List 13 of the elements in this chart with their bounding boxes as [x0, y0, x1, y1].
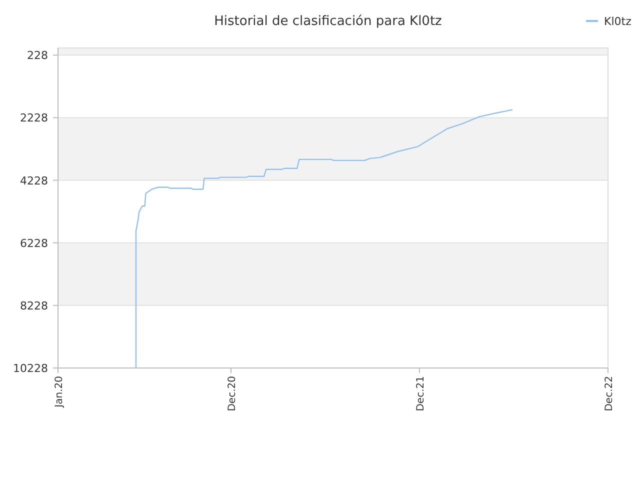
x-tick-label: Dec.20	[227, 376, 238, 412]
y-tick-label: 4228	[20, 174, 48, 188]
x-tick-label: Dec.22	[604, 376, 615, 412]
chart-title: Historial de clasificación para Kl0tz	[214, 14, 442, 29]
y-tick-label: 8228	[20, 299, 48, 312]
legend-label: Kl0tz	[604, 15, 632, 28]
x-tick-label: Jan.20	[54, 376, 65, 408]
y-tick-label: 6228	[20, 236, 48, 250]
y-tick-label: 228	[27, 49, 48, 62]
y-tick-label: 10228	[13, 362, 48, 375]
y-tick-label: 2228	[20, 112, 48, 125]
line-series	[135, 109, 514, 369]
x-tick-label: Dec.21	[416, 376, 426, 412]
